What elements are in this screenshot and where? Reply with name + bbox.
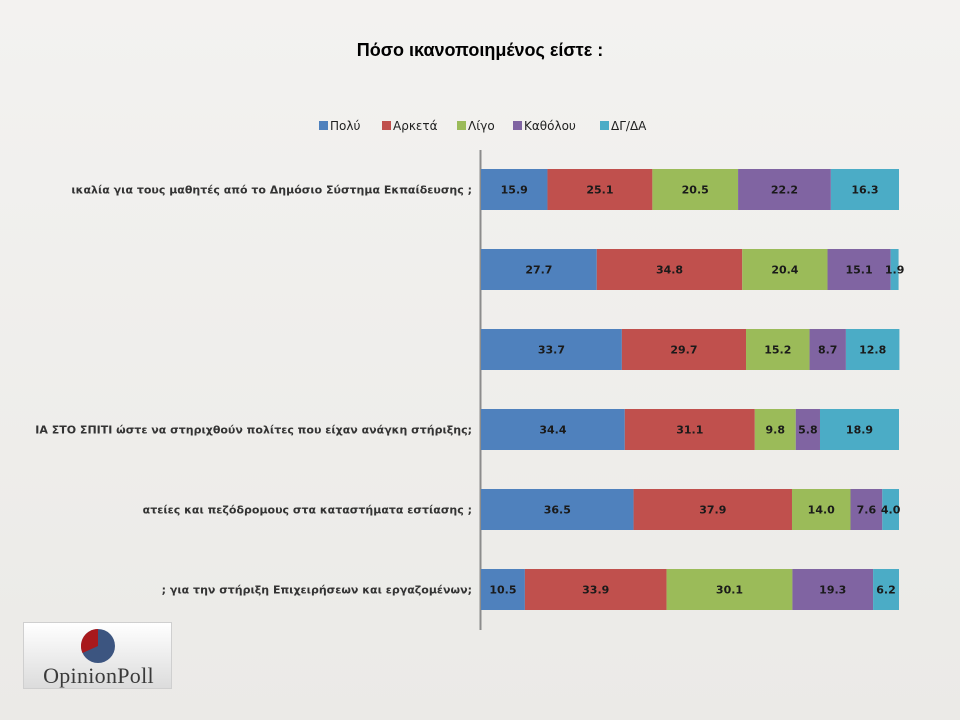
bar-label-3-3: 5.8	[798, 424, 818, 437]
bar-1-3	[827, 249, 891, 290]
bar-label-4-4: 4.0	[881, 504, 901, 517]
bar-label-0-1: 25.1	[586, 184, 613, 197]
bar-0-4	[830, 169, 899, 210]
bars: 15.9 25.1 20.5 22.2 16.3 27.7 34.8 20.4 15.1 1.9 3…	[481, 169, 904, 610]
bar-3-2	[754, 409, 796, 450]
chart-title: Πόσο ικανοποιημένος είστε :	[356, 40, 604, 60]
bar-label-0-0: 15.9	[501, 184, 528, 197]
legend-label-3: Καθόλου	[524, 119, 576, 133]
bar-1-0	[481, 249, 597, 290]
bar-2-0	[481, 329, 622, 370]
legend-label-4: ΔΓ/ΔΑ	[611, 119, 647, 133]
bar-label-1-1: 34.8	[656, 264, 683, 277]
bar-0-1	[547, 169, 653, 210]
legend-label-2: Λίγο	[468, 119, 495, 133]
bar-5-4	[873, 569, 899, 610]
bar-4-4	[882, 489, 899, 530]
bar-1-4	[890, 249, 899, 290]
bar-1-2	[742, 249, 828, 290]
category-label-3: ΙΑ ΣΤΟ ΣΠΙΤΙ ώστε να στηριχθούν πολίτες …	[35, 424, 472, 437]
bar-label-2-4: 12.8	[859, 344, 886, 357]
category-labels: ικαλία για τους μαθητές από το Δημόσιο Σ…	[35, 184, 472, 597]
bar-label-2-3: 8.7	[818, 344, 838, 357]
bar-0-2	[652, 169, 739, 210]
bar-label-3-2: 9.8	[766, 424, 786, 437]
bar-label-3-4: 18.9	[846, 424, 873, 437]
bar-3-3	[795, 409, 820, 450]
bar-2-3	[809, 329, 846, 370]
bar-label-1-0: 27.7	[525, 264, 552, 277]
legend-label-0: Πολύ	[330, 119, 360, 133]
bar-label-3-0: 34.4	[539, 424, 566, 437]
bar-label-2-2: 15.2	[764, 344, 791, 357]
bar-label-4-1: 37.9	[699, 504, 726, 517]
bar-2-2	[746, 329, 810, 370]
bar-2-1	[621, 329, 747, 370]
legend-label-1: Αρκετά	[393, 119, 438, 133]
bar-label-0-3: 22.2	[771, 184, 798, 197]
bar-4-2	[791, 489, 851, 530]
bar-label-5-1: 33.9	[582, 584, 609, 597]
legend: Πολύ Αρκετά Λίγο Καθόλου ΔΓ/ΔΑ	[319, 119, 647, 133]
bar-label-3-1: 31.1	[676, 424, 703, 437]
bar-5-1	[524, 569, 667, 610]
bar-0-3	[738, 169, 831, 210]
bar-4-0	[481, 489, 634, 530]
opinionpoll-logo: OpinionPoll	[23, 622, 172, 689]
logo-pie-icon	[80, 629, 115, 663]
category-label-4: ατείες και πεζόδρομους στα καταστήματα ε…	[143, 504, 472, 517]
bar-5-3	[792, 569, 874, 610]
bar-1-1	[596, 249, 743, 290]
legend-swatch-1	[382, 121, 391, 130]
bar-5-0	[481, 569, 525, 610]
bar-label-5-4: 6.2	[876, 584, 896, 597]
bar-5-2	[666, 569, 793, 610]
bar-label-4-2: 14.0	[808, 504, 835, 517]
bar-label-5-0: 10.5	[489, 584, 516, 597]
legend-swatch-4	[600, 121, 609, 130]
bar-label-5-3: 19.3	[819, 584, 846, 597]
bar-label-1-4: 1.9	[885, 264, 905, 277]
bar-3-4	[820, 409, 899, 450]
bar-0-0	[481, 169, 548, 210]
bar-4-1	[633, 489, 792, 530]
legend-swatch-2	[457, 121, 466, 130]
bar-label-0-2: 20.5	[682, 184, 709, 197]
category-label-0: ικαλία για τους μαθητές από το Δημόσιο Σ…	[71, 184, 472, 197]
bar-label-4-3: 7.6	[857, 504, 877, 517]
bar-label-2-0: 33.7	[538, 344, 565, 357]
bar-3-0	[481, 409, 625, 450]
legend-swatch-3	[513, 121, 522, 130]
bar-label-1-3: 15.1	[846, 264, 873, 277]
bar-label-0-4: 16.3	[851, 184, 878, 197]
bar-4-3	[850, 489, 883, 530]
logo-text: OpinionPoll	[43, 663, 154, 688]
bar-label-1-2: 20.4	[771, 264, 798, 277]
bar-3-1	[624, 409, 755, 450]
bar-label-2-1: 29.7	[670, 344, 697, 357]
bar-label-5-2: 30.1	[716, 584, 743, 597]
category-label-5: ; για την στήριξη Επιχειρήσεων και εργαζ…	[162, 584, 472, 597]
bar-label-4-0: 36.5	[544, 504, 571, 517]
bar-2-4	[845, 329, 900, 370]
legend-swatch-0	[319, 121, 328, 130]
